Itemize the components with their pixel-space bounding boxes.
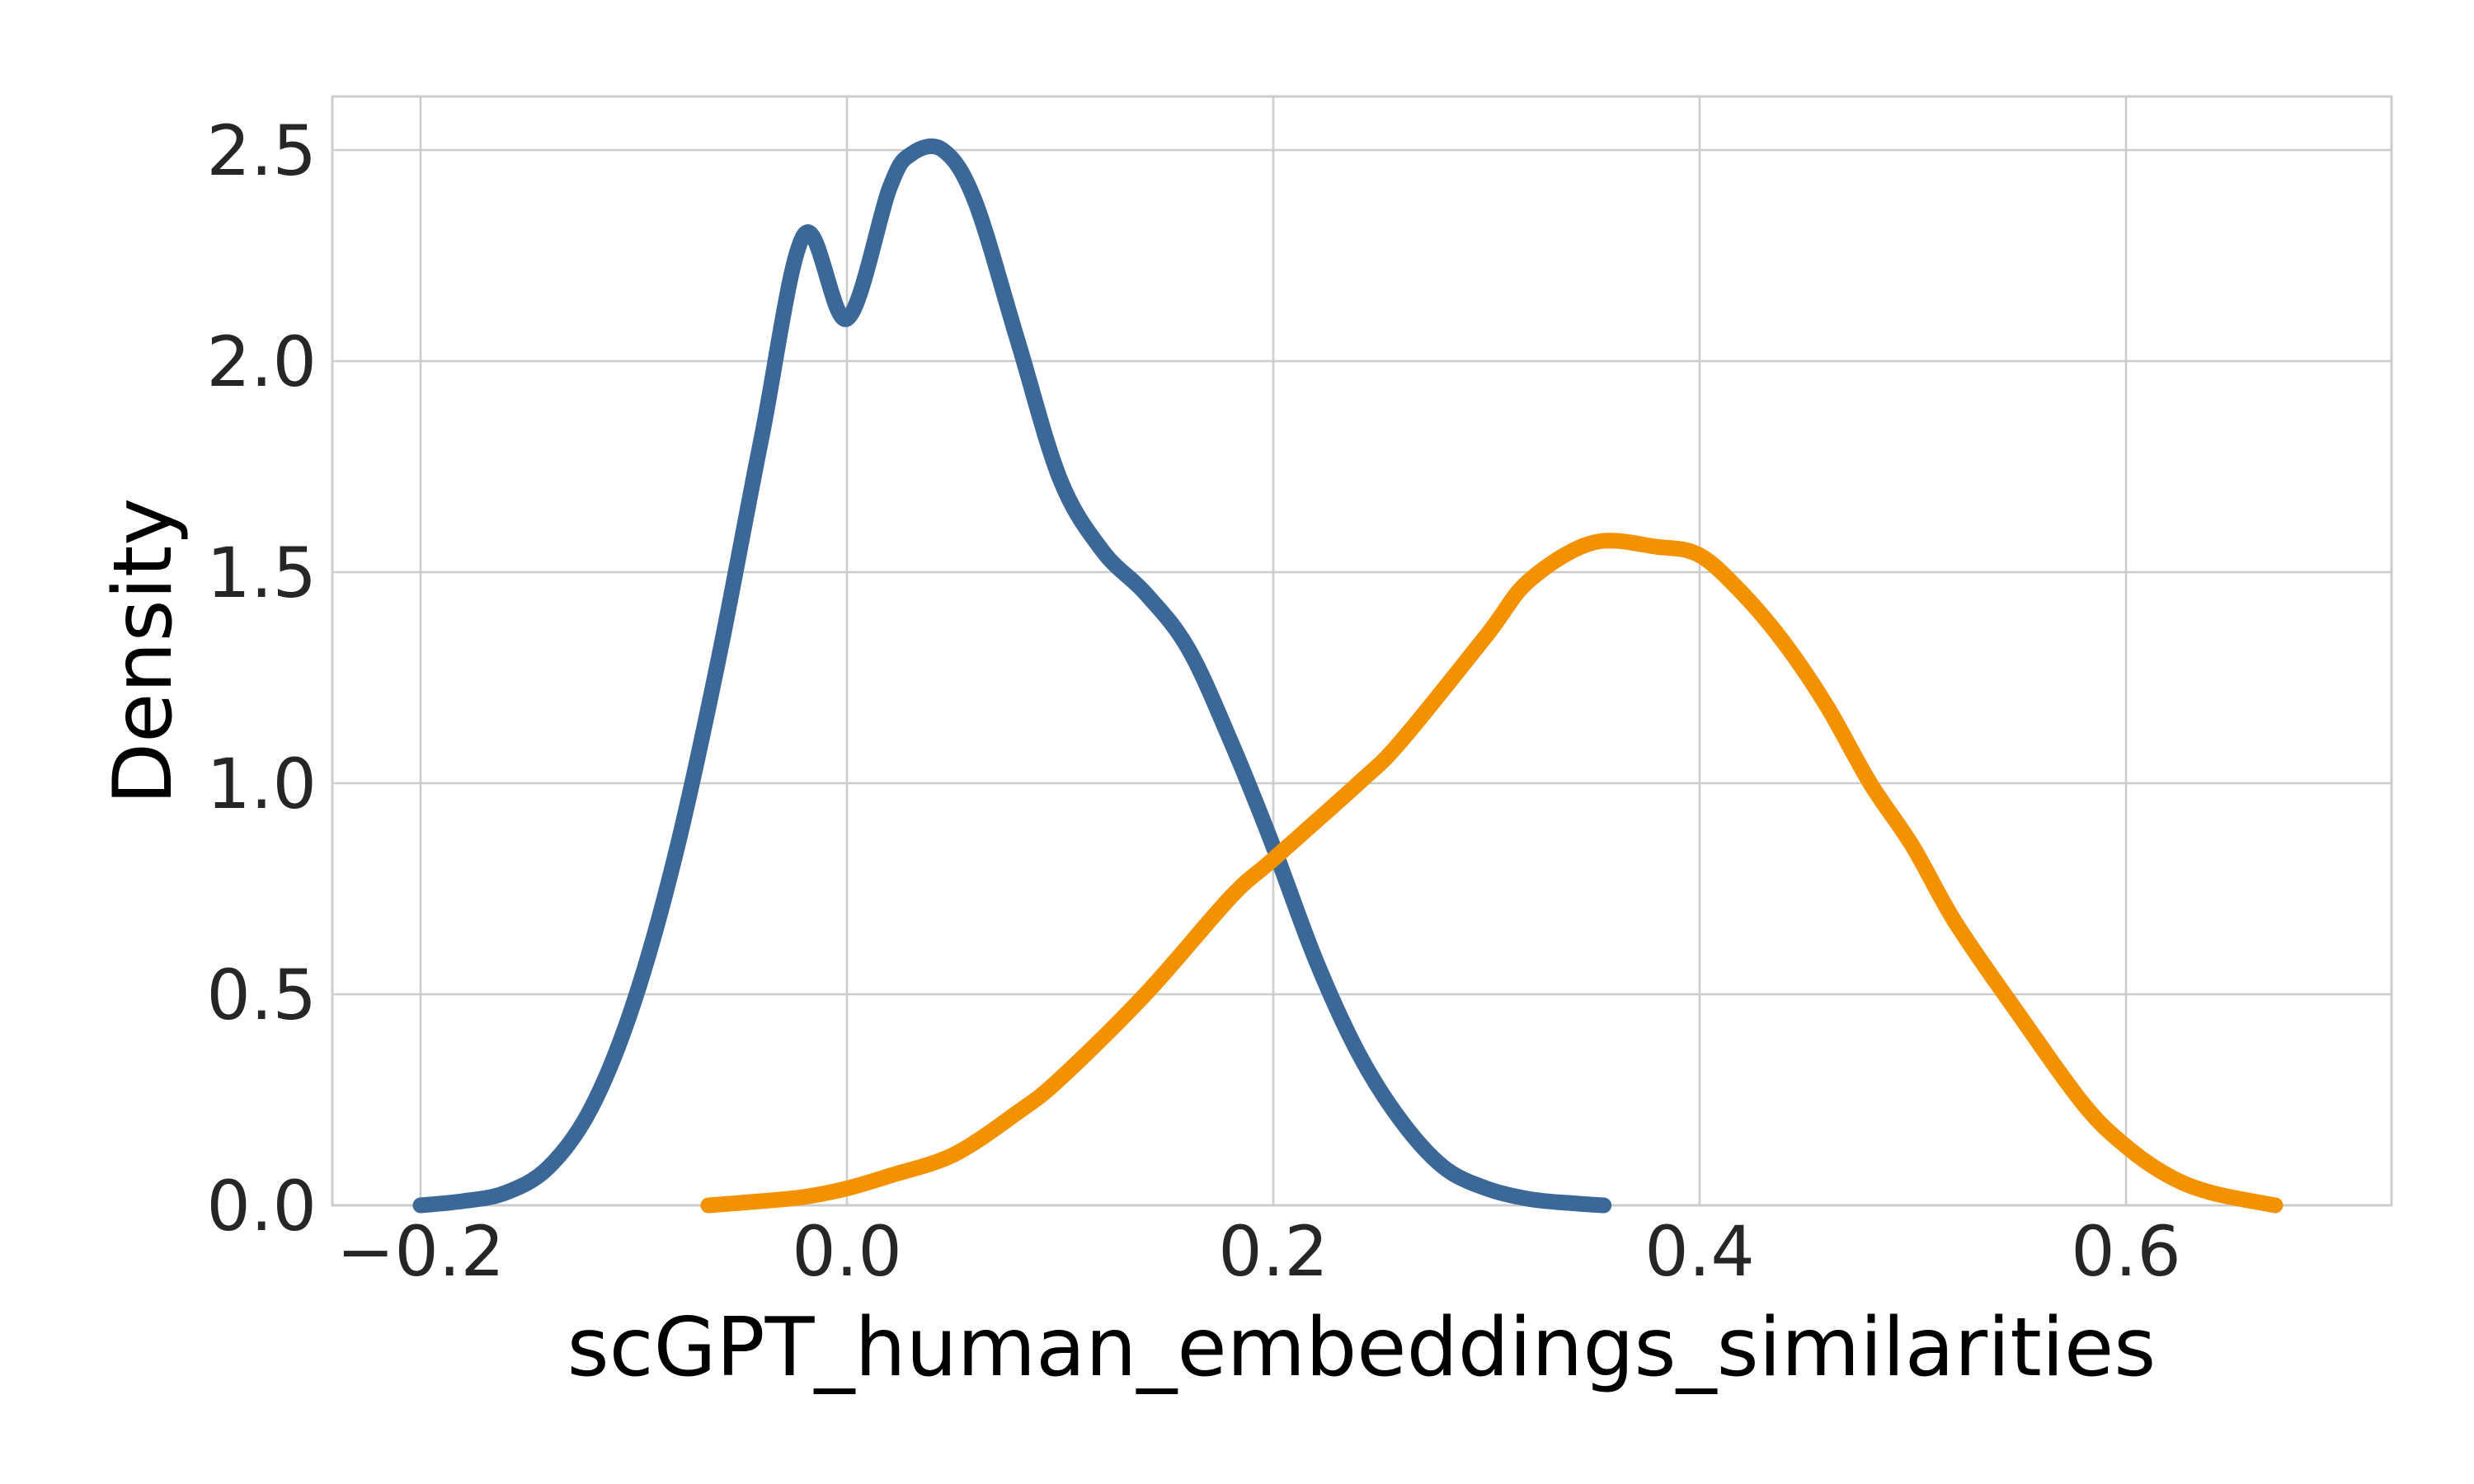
y-tick-label: 1.5: [206, 533, 317, 613]
density-line-blue: [412, 138, 1612, 1214]
density-line-orange: [700, 533, 2284, 1214]
x-tick-label: 0.4: [1644, 1211, 1755, 1292]
y-axis-title: Density: [96, 498, 190, 805]
grid-layer: [332, 96, 2392, 1207]
x-tick-label: 0.6: [2071, 1211, 2181, 1292]
series-layer: [412, 138, 2284, 1214]
tick-labels: −0.2 0.0 0.2 0.4 0.60.00.51.01.52.02.5: [206, 110, 2180, 1292]
x-axis-title: scGPT_human_embeddings_similarities: [567, 1301, 2157, 1395]
plot-frame: [331, 95, 2393, 1207]
x-tick-label: 0.0: [792, 1211, 902, 1292]
y-tick-label: 1.0: [206, 744, 317, 824]
x-tick-label: −0.2: [336, 1211, 505, 1292]
x-tick-label: 0.2: [1218, 1211, 1329, 1292]
y-tick-label: 2.0: [206, 322, 317, 402]
y-tick-label: 0.0: [206, 1166, 317, 1247]
y-tick-label: 0.5: [206, 955, 317, 1036]
y-tick-label: 2.5: [206, 110, 317, 191]
